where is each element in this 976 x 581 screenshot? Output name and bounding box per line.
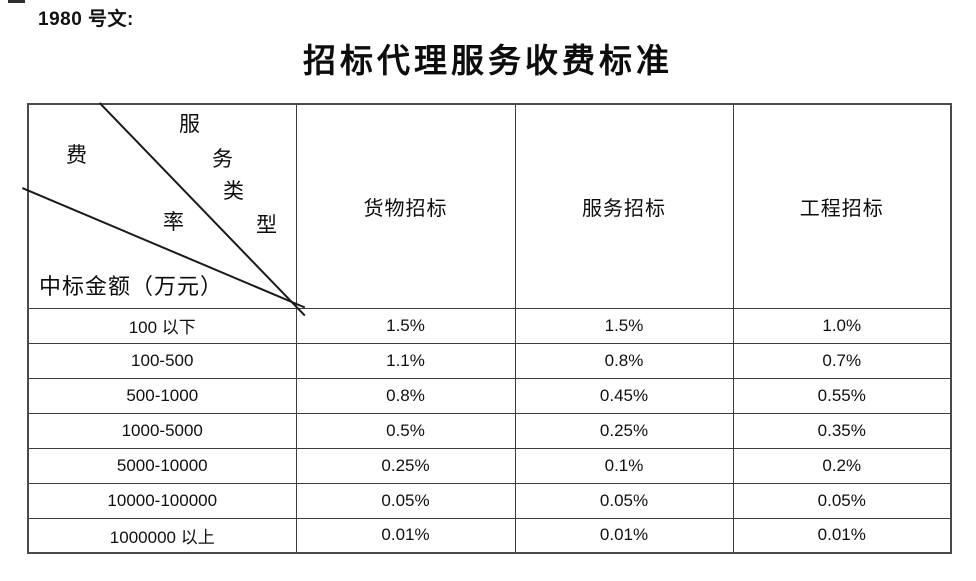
goods-rate-cell: 0.8% <box>295 377 516 414</box>
works-rate-cell: 0.2% <box>732 447 952 484</box>
amount-range-cell: 1000000 以上 <box>27 517 297 554</box>
works-rate-cell: 0.55% <box>732 377 952 414</box>
table-row: 100-500 1.1% 0.8% 0.7% <box>27 342 952 379</box>
corner-service-type-char: 类 <box>223 179 244 203</box>
table-corner-cell: 服 费 务 类 率 型 中标金额（万元） <box>21 102 306 317</box>
goods-rate-cell: 1.5% <box>295 307 516 344</box>
table-row: 1000000 以上 0.01% 0.01% 0.01% <box>27 517 952 554</box>
service-rate-cell: 0.05% <box>514 482 734 519</box>
service-rate-cell: 1.5% <box>514 307 734 344</box>
corner-service-type-char: 服 <box>179 112 200 136</box>
works-rate-cell: 0.35% <box>732 412 952 449</box>
amount-range-cell: 100-500 <box>27 342 297 379</box>
goods-rate-cell: 0.01% <box>295 517 516 554</box>
table-row: 10000-100000 0.05% 0.05% 0.05% <box>27 482 952 519</box>
corner-fee-rate-char: 费 <box>66 143 87 167</box>
works-rate-cell: 1.0% <box>732 307 952 344</box>
service-rate-cell: 0.1% <box>514 447 734 484</box>
table-header-row: 服 费 务 类 率 型 中标金额（万元） 货物招标 服务招标 工程招标 <box>21 102 952 317</box>
column-header-works-bidding: 工程招标 <box>732 103 952 309</box>
fee-standard-table: 服 费 务 类 率 型 中标金额（万元） 货物招标 服务招标 工程招标 100 … <box>21 102 952 554</box>
service-rate-cell: 0.01% <box>514 517 734 554</box>
corner-service-type-char: 型 <box>256 213 277 237</box>
corner-fee-rate-char: 率 <box>163 210 184 234</box>
amount-range-cell: 10000-100000 <box>27 482 297 519</box>
table-row: 100 以下 1.5% 1.5% 1.0% <box>27 307 952 344</box>
amount-range-cell: 500-1000 <box>27 377 297 414</box>
column-header-service-bidding: 服务招标 <box>514 103 734 309</box>
works-rate-cell: 0.01% <box>732 517 952 554</box>
goods-rate-cell: 0.5% <box>295 412 516 449</box>
goods-rate-cell: 0.25% <box>295 447 516 484</box>
screen-edge-artifact <box>8 0 25 3</box>
works-rate-cell: 0.05% <box>732 482 952 519</box>
table-row: 5000-10000 0.25% 0.1% 0.2% <box>27 447 952 484</box>
amount-range-cell: 5000-10000 <box>27 447 297 484</box>
service-rate-cell: 0.45% <box>514 377 734 414</box>
corner-amount-label: 中标金额（万元） <box>39 274 224 299</box>
service-rate-cell: 0.25% <box>514 412 734 449</box>
goods-rate-cell: 1.1% <box>295 342 516 379</box>
table-row: 1000-5000 0.5% 0.25% 0.35% <box>27 412 952 449</box>
amount-range-cell: 1000-5000 <box>27 412 297 449</box>
doc-reference-number: 1980 号文: <box>38 9 134 30</box>
corner-service-type-char: 务 <box>212 147 233 171</box>
column-header-goods-bidding: 货物招标 <box>295 103 516 309</box>
service-rate-cell: 0.8% <box>514 342 734 379</box>
page-title: 招标代理服务收费标准 <box>303 44 673 80</box>
amount-range-cell: 100 以下 <box>27 307 297 344</box>
table-row: 500-1000 0.8% 0.45% 0.55% <box>27 377 952 414</box>
goods-rate-cell: 0.05% <box>295 482 516 519</box>
works-rate-cell: 0.7% <box>732 342 952 379</box>
